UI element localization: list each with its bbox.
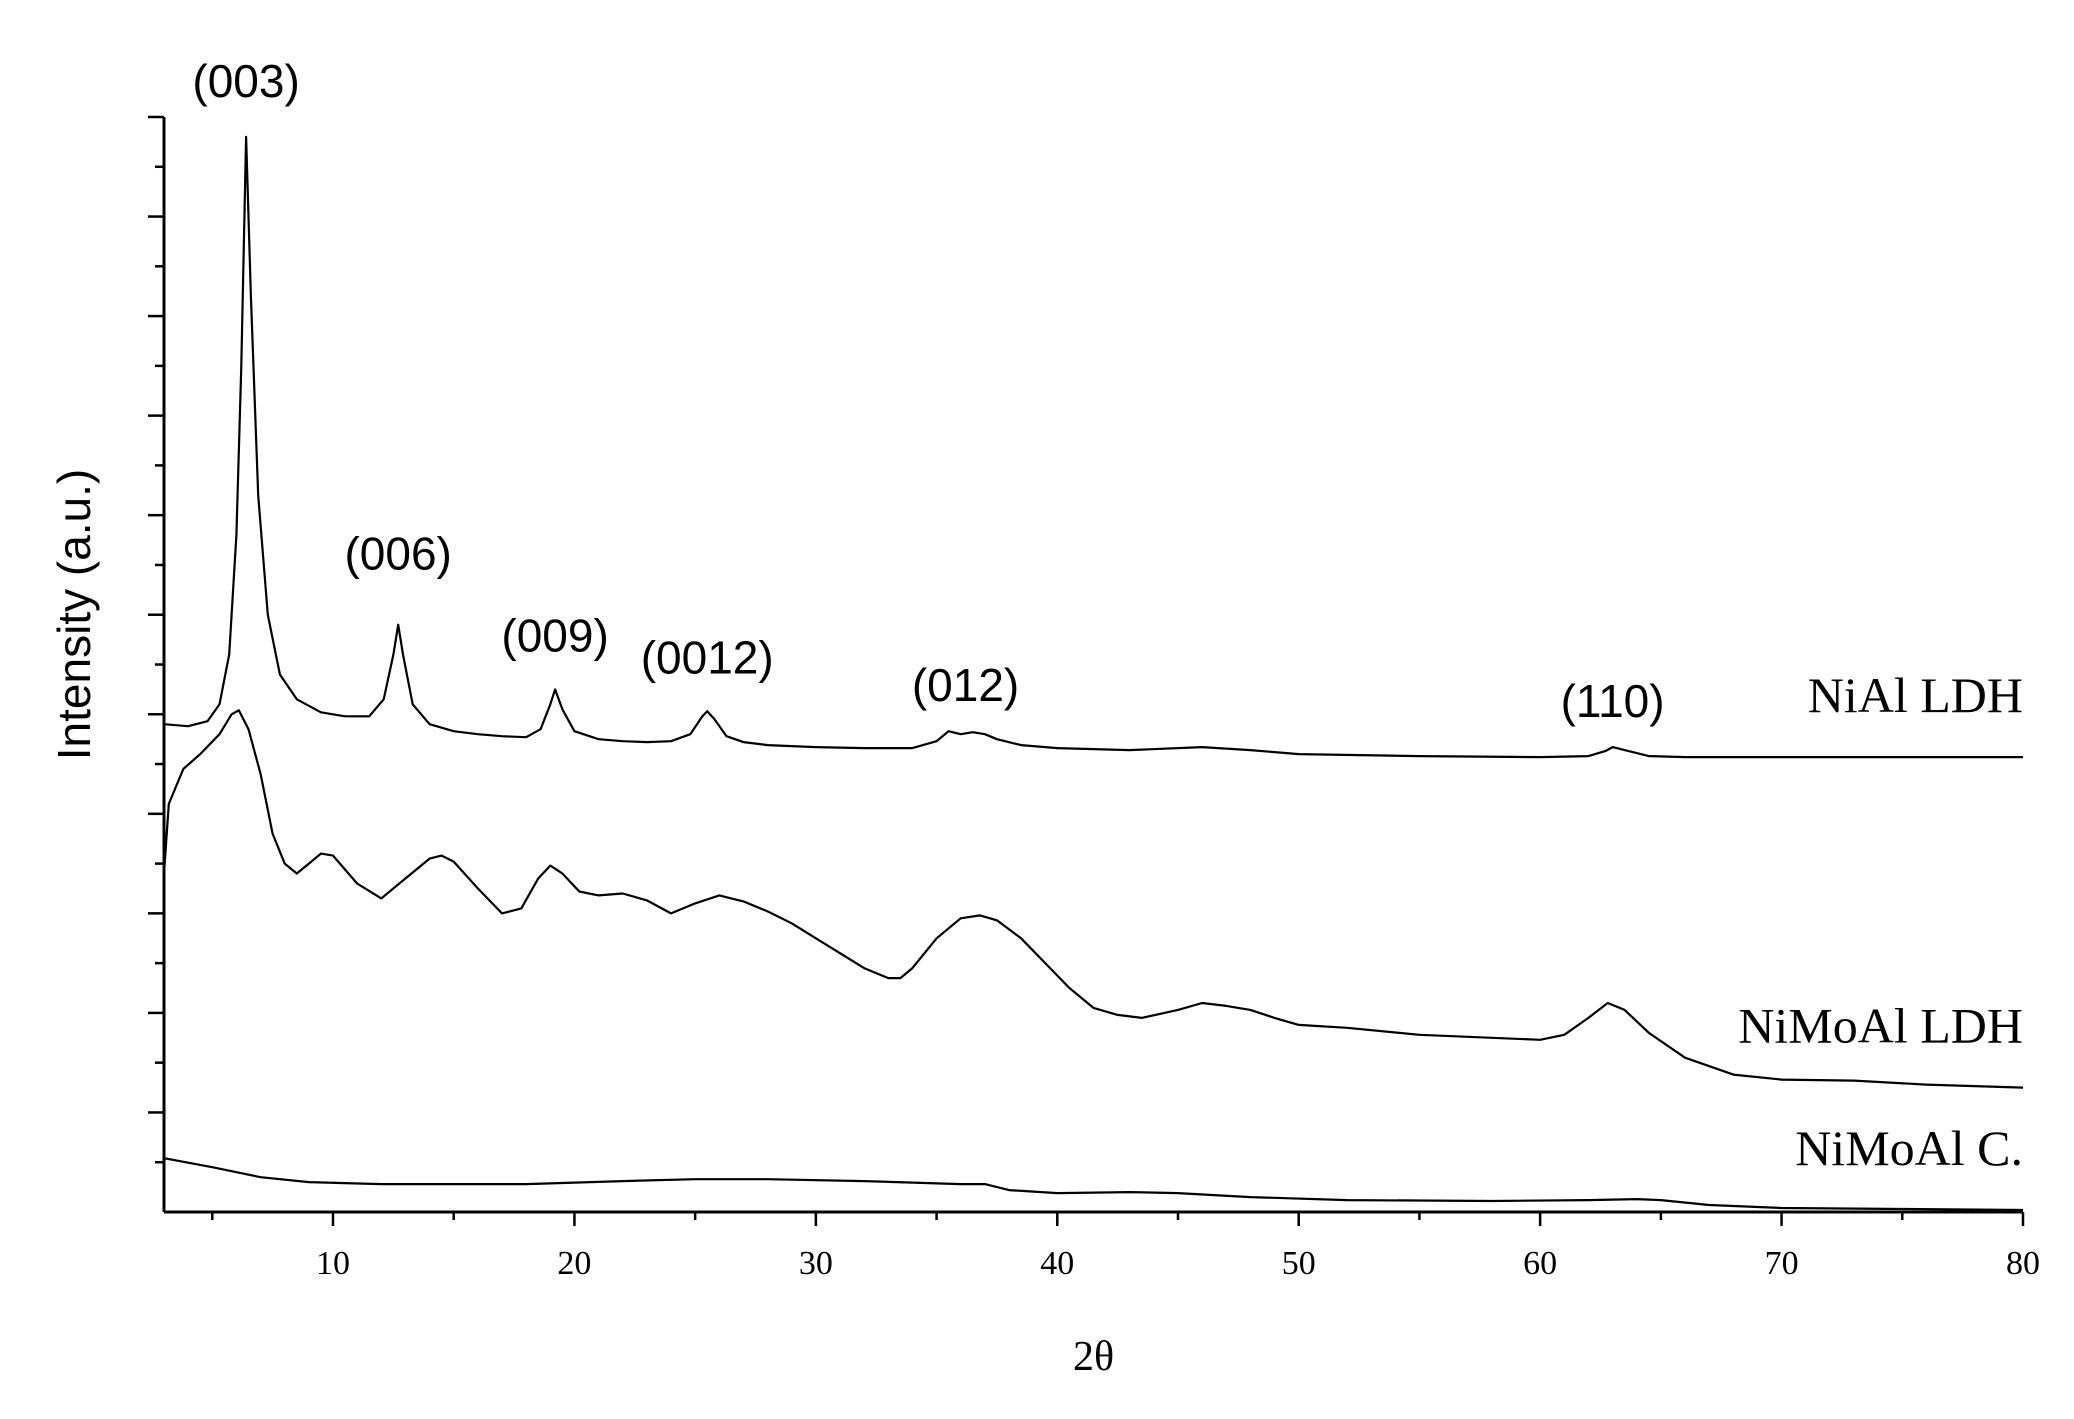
y-axis-label: Intensity (a.u.) xyxy=(48,469,100,760)
x-tick-label: 70 xyxy=(1765,1245,1799,1282)
x-axis-label: 2θ xyxy=(1073,1334,1114,1380)
series-line-nial-ldh xyxy=(163,135,2023,759)
x-tick-label: 40 xyxy=(1040,1245,1074,1282)
x-tick-label: 30 xyxy=(799,1245,833,1282)
series-label-nimoal-ldh: NiMoAl LDH xyxy=(1738,998,2023,1054)
series-labels: NiAl LDH NiMoAl LDH NiMoAl C. xyxy=(1738,667,2023,1176)
ticks: 10 20 30 40 50 60 70 80 xyxy=(148,115,2040,1282)
series-label-nial-ldh: NiAl LDH xyxy=(1808,667,2023,723)
series-line-nimoal-ldh xyxy=(162,709,2024,1089)
series-line-nimoal-c xyxy=(163,1157,2024,1212)
peak-label: (006) xyxy=(344,528,451,580)
peak-label: (003) xyxy=(192,55,299,107)
x-tick-label: 50 xyxy=(1282,1245,1316,1282)
x-tick-label: 10 xyxy=(316,1245,350,1282)
x-tick-label: 60 xyxy=(1523,1245,1557,1282)
peak-label: (0012) xyxy=(641,631,774,683)
peak-label: (012) xyxy=(912,659,1019,711)
peak-annotations: (003) (006) (009) (0012) (012) (110) xyxy=(192,55,1664,727)
series-group xyxy=(162,135,2024,1212)
series-label-nimoal-c: NiMoAl C. xyxy=(1795,1120,2023,1176)
x-tick-label: 80 xyxy=(2006,1245,2040,1282)
x-tick-label: 20 xyxy=(557,1245,591,1282)
peak-label: (110) xyxy=(1561,675,1665,727)
peak-label: (009) xyxy=(501,609,608,661)
